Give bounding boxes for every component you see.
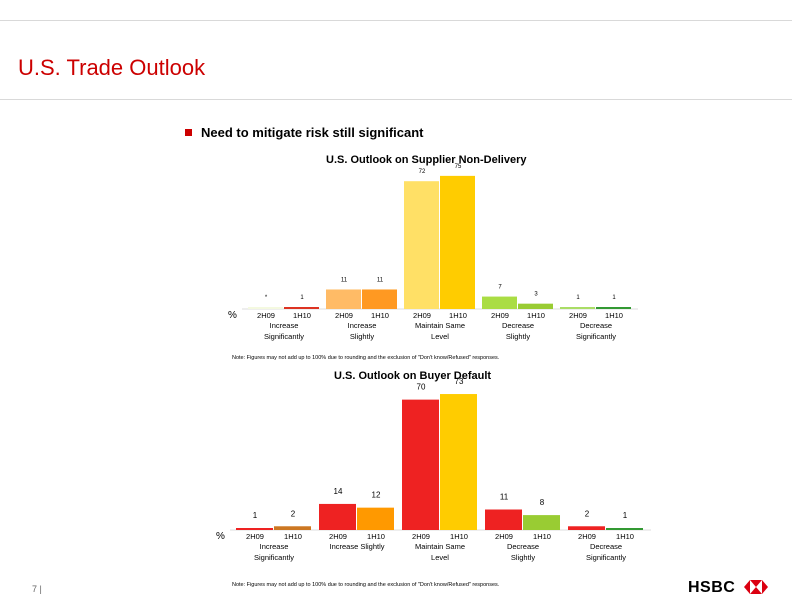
chart-1-bar-1H10-4 xyxy=(596,307,631,309)
chart-2-value-label-1H10-1: 12 xyxy=(372,491,381,500)
chart-1-value-label-2H09-0: * xyxy=(265,295,268,301)
chart-1-y-axis-label: % xyxy=(228,310,237,321)
chart-2-tick-2H09-1: 2H09 xyxy=(329,532,347,541)
chart-1-tick-2H09-4: 2H09 xyxy=(569,311,587,320)
chart-2-tick-2H09-4: 2H09 xyxy=(578,532,596,541)
chart-1-value-label-1H10-1: 11 xyxy=(377,277,384,283)
chart-2-category-label-1-0: Increase Slightly xyxy=(329,542,384,551)
chart-2-tick-2H09-3: 2H09 xyxy=(495,532,513,541)
chart-2-title: U.S. Outlook on Buyer Default xyxy=(334,370,492,382)
hsbc-hexagon-icon xyxy=(744,580,768,594)
chart-1-category-label-0-0: Increase xyxy=(270,321,299,330)
chart-1-category-label-0-1: Significantly xyxy=(264,332,304,341)
chart-2-category-label-4-1: Significantly xyxy=(586,553,626,562)
chart-2-bar-2H09-2 xyxy=(402,399,439,530)
chart-2-category-label-0-0: Increase xyxy=(260,542,289,551)
chart-1-value-label-1H10-3: 3 xyxy=(534,292,538,298)
chart-2-category-label-2-1: Level xyxy=(431,553,449,562)
chart-2-bar-1H10-1 xyxy=(357,507,394,530)
chart-1-bar-2H09-3 xyxy=(482,296,517,309)
chart-1-tick-2H09-1: 2H09 xyxy=(335,311,353,320)
chart-1-bar-2H09-2 xyxy=(404,181,439,309)
chart-1-value-label-1H10-0: 1 xyxy=(300,295,304,301)
chart-1-value-label-1H10-2: 75 xyxy=(455,164,462,170)
chart-1-category-label-2-0: Maintain Same xyxy=(415,321,465,330)
chart-2-bar-1H10-0 xyxy=(274,526,311,530)
chart-2-value-label-2H09-2: 70 xyxy=(417,383,426,392)
chart-2-bar-1H10-2 xyxy=(440,394,477,530)
chart-1-value-label-2H09-1: 11 xyxy=(341,277,348,283)
chart-2-value-label-1H10-0: 2 xyxy=(291,509,296,518)
chart-1-value-label-2H09-4: 1 xyxy=(576,295,580,301)
chart-2-y-axis-label: % xyxy=(216,531,225,542)
chart-2-bar-1H10-3 xyxy=(523,515,560,530)
chart-2-bar-2H09-4 xyxy=(568,526,605,530)
chart-2-bar-2H09-1 xyxy=(319,503,356,530)
chart-1-tick-1H10-0: 1H10 xyxy=(293,311,311,320)
chart-1-category-label-1-0: Increase xyxy=(348,321,377,330)
chart-2-tick-1H10-0: 1H10 xyxy=(284,532,302,541)
chart-1-bar-1H10-3 xyxy=(518,303,553,309)
chart-1-tick-2H09-2: 2H09 xyxy=(413,311,431,320)
page-title: U.S. Trade Outlook xyxy=(18,55,206,80)
chart-2-category-label-0-1: Significantly xyxy=(254,553,294,562)
chart-2-value-label-2H09-1: 14 xyxy=(334,487,343,496)
chart-1-category-label-3-0: Decrease xyxy=(502,321,534,330)
chart-2-tick-1H10-3: 1H10 xyxy=(533,532,551,541)
chart-2-value-label-1H10-4: 1 xyxy=(623,511,628,520)
chart-1-category-label-4-1: Significantly xyxy=(576,332,616,341)
chart-1-category-label-1-1: Slightly xyxy=(350,332,374,341)
chart-1-bar-2H09-4 xyxy=(560,307,595,309)
chart-1-tick-1H10-4: 1H10 xyxy=(605,311,623,320)
bullet-marker xyxy=(185,129,192,136)
chart-2-value-label-2H09-3: 11 xyxy=(500,493,509,502)
chart-1-bar-2H09-1 xyxy=(326,289,361,309)
hsbc-logo-text: HSBC xyxy=(688,579,736,596)
chart-1-category-label-3-1: Slightly xyxy=(506,332,530,341)
chart-2-tick-2H09-2: 2H09 xyxy=(412,532,430,541)
chart-1-tick-2H09-3: 2H09 xyxy=(491,311,509,320)
chart-1-category-label-2-1: Level xyxy=(431,332,449,341)
chart-1-tick-1H10-3: 1H10 xyxy=(527,311,545,320)
chart-2-value-label-2H09-0: 1 xyxy=(253,511,258,520)
chart-1-tick-1H10-2: 1H10 xyxy=(449,311,467,320)
chart-2-value-label-1H10-3: 8 xyxy=(540,498,545,507)
chart-2-note: Note: Figures may not add up to 100% due… xyxy=(232,582,500,588)
chart-2-value-label-1H10-2: 73 xyxy=(455,377,464,386)
chart-2-tick-2H09-0: 2H09 xyxy=(246,532,264,541)
chart-1-value-label-1H10-4: 1 xyxy=(612,295,616,301)
chart-2-bar-2H09-3 xyxy=(485,509,522,530)
chart-1-value-label-2H09-3: 7 xyxy=(498,285,502,291)
page-number: 7 | xyxy=(32,584,42,594)
chart-2-category-label-3-1: Slightly xyxy=(511,553,535,562)
chart-2-category-label-4-0: Decrease xyxy=(590,542,622,551)
chart-2-tick-1H10-1: 1H10 xyxy=(367,532,385,541)
chart-2-bar-1H10-4 xyxy=(606,528,643,530)
chart-2-category-label-2-0: Maintain Same xyxy=(415,542,465,551)
chart-1-bar-1H10-2 xyxy=(440,175,475,309)
chart-1-title: U.S. Outlook on Supplier Non-Delivery xyxy=(326,154,527,166)
bullet-text: Need to mitigate risk still significant xyxy=(201,125,424,140)
chart-2-tick-1H10-2: 1H10 xyxy=(450,532,468,541)
chart-1-tick-2H09-0: 2H09 xyxy=(257,311,275,320)
header-divider xyxy=(0,99,792,100)
chart-1-value-label-2H09-2: 72 xyxy=(419,169,426,175)
chart-1-tick-1H10-1: 1H10 xyxy=(371,311,389,320)
chart-2-bar-2H09-0 xyxy=(236,528,273,530)
chart-1-category-label-4-0: Decrease xyxy=(580,321,612,330)
chart-2-category-label-3-0: Decrease xyxy=(507,542,539,551)
chart-2-tick-1H10-4: 1H10 xyxy=(616,532,634,541)
header-rule xyxy=(0,20,792,21)
chart-1-bar-2H09-0 xyxy=(248,307,283,309)
chart-2-value-label-2H09-4: 2 xyxy=(585,509,590,518)
chart-1-note: Note: Figures may not add up to 100% due… xyxy=(232,355,500,361)
chart-1-bar-1H10-0 xyxy=(284,307,319,309)
chart-1-bar-1H10-1 xyxy=(362,289,397,309)
